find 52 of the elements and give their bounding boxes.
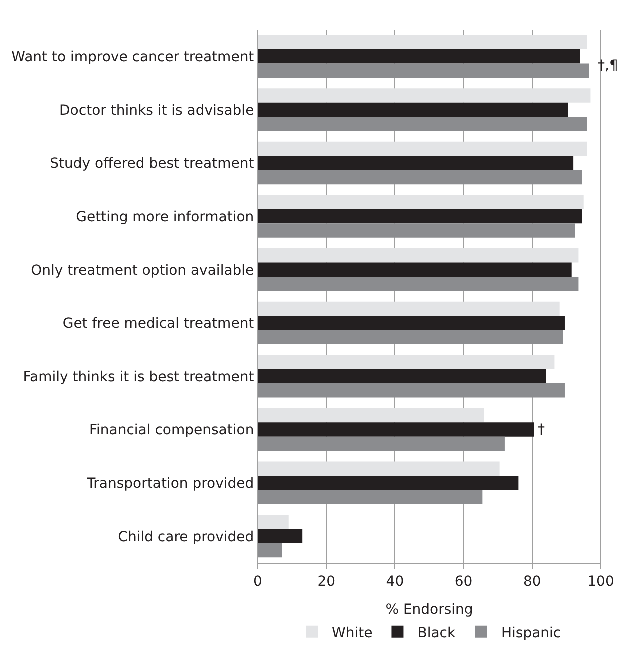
x-axis-title: % Endorsing (386, 602, 474, 618)
bar (258, 422, 534, 437)
legend-label: Black (418, 625, 456, 642)
bar (258, 355, 555, 370)
y-tick-label: Only treatment option available (31, 262, 254, 279)
bar (258, 142, 588, 156)
bar (258, 543, 282, 558)
annotation: † (538, 422, 545, 438)
x-tick-label: 100 (588, 574, 614, 590)
bar (258, 316, 565, 330)
annotation: †,¶ (598, 58, 618, 74)
bar (258, 156, 574, 170)
x-tick-label: 80 (523, 574, 542, 590)
x-tick-label: 0 (254, 574, 262, 590)
bar (258, 50, 580, 64)
bar (258, 436, 505, 452)
bar (258, 330, 564, 344)
y-tick-label: Financial compensation (89, 422, 254, 439)
bar (258, 529, 303, 544)
bar (258, 64, 589, 78)
x-tick-label: 60 (454, 574, 473, 590)
bar (258, 408, 484, 423)
bar (258, 262, 572, 277)
x-tick-label: 40 (386, 574, 404, 590)
y-tick-label: Want to improve cancer treatment (12, 50, 255, 66)
bar (258, 476, 519, 490)
y-tick-label: Transportation provided (86, 476, 254, 492)
y-tick-label: Family thinks it is best treatment (23, 369, 255, 386)
bar (258, 195, 584, 210)
y-tick-label: Get free medical treatment (62, 316, 255, 332)
y-tick-label: Getting more information (76, 209, 254, 226)
bar (258, 369, 546, 384)
bar (258, 170, 582, 185)
y-tick-label: Doctor thinks it is advisable (60, 102, 254, 119)
bar (258, 384, 565, 398)
y-tick-label: Child care provided (118, 529, 254, 546)
bar (258, 302, 560, 316)
bar (258, 462, 500, 476)
legend-label: Hispanic (501, 625, 562, 642)
bar (258, 35, 588, 50)
bar (258, 224, 576, 238)
bar (258, 209, 582, 224)
bar (258, 117, 588, 132)
bar (258, 490, 483, 504)
legend-label: White (332, 625, 373, 642)
bar (258, 248, 579, 263)
y-tick-label: Study offered best treatment (50, 156, 255, 172)
bar (258, 102, 568, 118)
x-tick-label: 20 (318, 574, 336, 590)
bar (258, 88, 591, 103)
bar (258, 515, 289, 530)
bar (258, 276, 579, 292)
